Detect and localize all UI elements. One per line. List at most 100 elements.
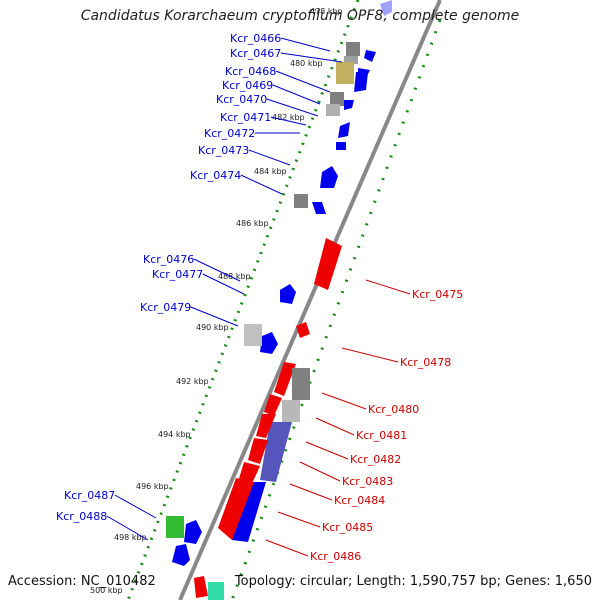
scale-label: 484 kbp <box>254 167 287 176</box>
gene-block[interactable] <box>364 50 376 62</box>
forward-genes <box>172 0 392 566</box>
gene-block[interactable] <box>344 100 354 110</box>
gene-block[interactable] <box>280 284 296 304</box>
gene-block[interactable] <box>248 438 268 464</box>
scale-label: 480 kbp <box>290 59 323 68</box>
gene-label-left[interactable]: Kcr_0471 <box>220 111 271 124</box>
gene-block[interactable] <box>336 142 346 150</box>
gene-label-left[interactable]: Kcr_0467 <box>230 47 281 60</box>
gene-block[interactable] <box>380 0 392 16</box>
gene-block[interactable] <box>314 238 342 290</box>
scale-label: 482 kbp <box>272 113 305 122</box>
leader-line <box>280 52 343 63</box>
leader-line <box>265 539 309 557</box>
gene-label-left[interactable]: Kcr_0479 <box>140 301 191 314</box>
leader-line <box>190 306 239 327</box>
leader-line <box>305 441 349 460</box>
left-labels: Kcr_0466 Kcr_0467 Kcr_0468Kcr_0469Kcr_0470… <box>56 32 343 541</box>
gene-block[interactable] <box>320 166 338 188</box>
gene-label-left[interactable]: Kcr_0469 <box>222 79 273 92</box>
gene-block[interactable] <box>256 414 276 438</box>
scale-label: 490 kbp <box>196 323 229 332</box>
gene-block[interactable] <box>346 42 360 56</box>
gene-block[interactable] <box>218 478 254 540</box>
topology-text: Topology: circular; Length: 1,590,757 bp… <box>234 574 592 589</box>
gene-block[interactable] <box>208 582 224 600</box>
genome-title: Candidatus Korarchaeum cryptofilum OPF8,… <box>80 8 520 24</box>
leader-line <box>315 417 355 436</box>
leader-line <box>114 494 157 519</box>
leader-line <box>275 70 331 93</box>
gene-label-right[interactable]: Kcr_0475 <box>412 288 463 301</box>
gene-block[interactable] <box>296 322 310 338</box>
gene-label-left[interactable]: Kcr_0474 <box>190 169 241 182</box>
gene-label-left[interactable]: Kcr_0476 <box>143 253 194 266</box>
leader-line <box>299 461 341 482</box>
leader-line <box>321 392 367 410</box>
gene-block[interactable] <box>166 516 184 538</box>
leader-line <box>202 273 245 295</box>
gene-block[interactable] <box>244 324 262 346</box>
gene-label-left[interactable]: Kcr_0477 <box>152 268 203 281</box>
gene-label-left[interactable]: Kcr_0472 <box>204 127 255 140</box>
scale-label: 486 kbp <box>236 219 269 228</box>
gene-label-left[interactable]: Kcr_0466 <box>230 32 281 45</box>
leader-line <box>365 279 411 295</box>
gene-label-right[interactable]: Kcr_0482 <box>350 453 401 466</box>
gene-block[interactable] <box>312 202 326 214</box>
scale-label: 494 kbp <box>158 430 191 439</box>
right-labels: Kcr_0475 Kcr_0478 Kcr_0480 Kcr_0481 Kcr_0482… <box>265 279 463 563</box>
leader-line <box>341 347 399 363</box>
gene-block[interactable] <box>184 520 202 544</box>
leader-line <box>248 149 291 166</box>
leader-line <box>270 116 307 126</box>
scale-label: 498 kbp <box>114 533 147 542</box>
leader-line <box>277 511 321 528</box>
gene-block[interactable] <box>194 576 208 598</box>
gene-label-right[interactable]: Kcr_0486 <box>310 550 361 563</box>
leader-line <box>193 258 241 282</box>
gene-label-right[interactable]: Kcr_0483 <box>342 475 393 488</box>
other-genes <box>166 42 360 600</box>
gene-label-right[interactable]: Kcr_0478 <box>400 356 451 369</box>
gene-label-right[interactable]: Kcr_0484 <box>334 494 385 507</box>
gene-block[interactable] <box>336 62 354 84</box>
gene-block[interactable] <box>260 332 278 354</box>
gene-block[interactable] <box>344 56 358 64</box>
leader-line <box>289 483 333 501</box>
gene-label-right[interactable]: Kcr_0480 <box>368 403 419 416</box>
leader-line <box>280 37 331 52</box>
gene-block[interactable] <box>354 72 368 92</box>
gene-block[interactable] <box>326 104 340 116</box>
gene-block[interactable] <box>338 122 350 138</box>
reverse-genes <box>194 238 342 598</box>
leader-line <box>266 98 319 117</box>
leader-line <box>272 84 321 105</box>
scale-labels: 478 kbp 480 kbp 482 kbp 484 kbp 486 kbp 488 k… <box>90 7 343 595</box>
gene-label-right[interactable]: Kcr_0485 <box>322 521 373 534</box>
gene-label-left[interactable]: Kcr_0488 <box>56 510 107 523</box>
scale-label: 488 kbp <box>218 272 251 281</box>
gene-block[interactable] <box>330 92 344 106</box>
leader-line <box>240 174 283 195</box>
gene-block[interactable] <box>274 362 296 396</box>
gene-label-left[interactable]: Kcr_0473 <box>198 144 249 157</box>
gene-block[interactable] <box>282 400 300 422</box>
scale-label: 496 kbp <box>136 482 169 491</box>
scale-label: 492 kbp <box>176 377 209 386</box>
gene-label-left[interactable]: Kcr_0470 <box>216 93 267 106</box>
leader-line <box>106 515 149 541</box>
gene-block[interactable] <box>172 544 190 566</box>
gene-block[interactable] <box>264 394 282 416</box>
gene-block[interactable] <box>260 422 292 482</box>
gene-label-right[interactable]: Kcr_0481 <box>356 429 407 442</box>
scale-label: 478 kbp <box>310 7 343 16</box>
gene-label-left[interactable]: Kcr_0487 <box>64 489 115 502</box>
scale-label: 500 kbp <box>90 586 123 595</box>
accession-text: Accession: NC_010482 <box>8 574 156 589</box>
gene-block[interactable] <box>292 368 310 400</box>
gene-label-left[interactable]: Kcr_0468 <box>225 65 276 78</box>
genome-backbone <box>178 0 442 600</box>
gene-block[interactable] <box>294 194 308 208</box>
